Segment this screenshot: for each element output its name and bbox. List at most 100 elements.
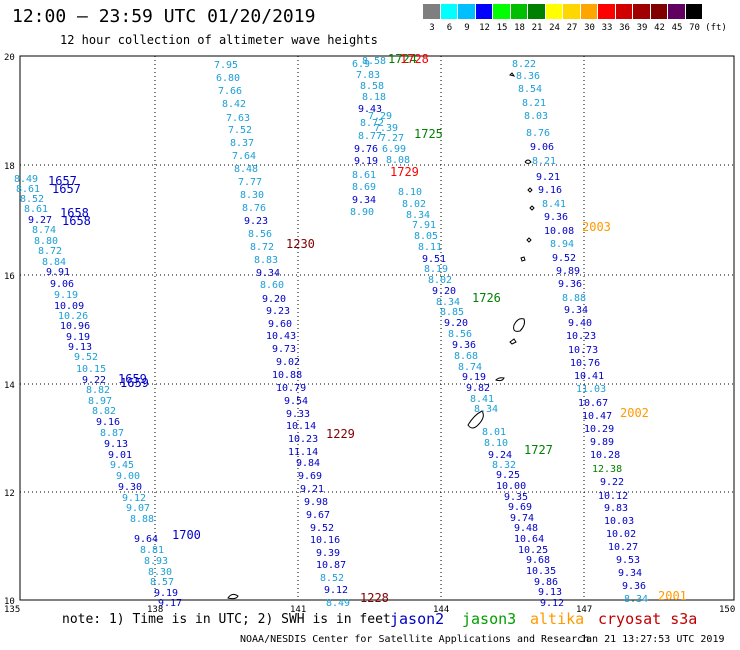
right-track-value: 11.03 [576, 384, 606, 395]
map-subtitle: 12 hour collection of altimeter wave hei… [60, 33, 378, 47]
jason2-track-value: 10.15 [76, 364, 106, 375]
middle-track-value: 7.63 [226, 113, 250, 124]
right-track-value: 9.36 [622, 581, 646, 592]
upper-track-value: 8.90 [350, 207, 374, 218]
middle-track-value: 9.34 [256, 268, 280, 279]
jason2-track-value: 8.30 [148, 567, 172, 578]
jason2-track-value: 10.26 [58, 311, 88, 322]
upper-track-value: 9.86 [534, 577, 558, 588]
swatch-label-36: 36 [619, 23, 630, 33]
jason2-track-value: 8.61 [24, 204, 48, 215]
middle-track-value: 7.52 [228, 125, 252, 136]
upper-track-value: 8.85 [440, 307, 464, 318]
jason2-track-value: 8.74 [32, 225, 56, 236]
middle-track-value: 9.12 [324, 585, 348, 596]
middle-track-value: 8.48 [234, 164, 258, 175]
jason2-track-value: 10.96 [60, 321, 90, 332]
swatch-30 [580, 4, 598, 19]
right-track-value: 10.73 [568, 345, 598, 356]
upper-track-value: 8.10 [484, 438, 508, 449]
swatch-label-3: 3 [429, 23, 435, 33]
upper-track-value: 9.48 [514, 523, 538, 534]
upper-track-value: 9.74 [510, 513, 534, 524]
pass-time-label: 2002 [620, 406, 649, 420]
pass-time-label: 1658 [60, 206, 89, 220]
upper-track-value: 8.58 [362, 56, 386, 67]
upper-track-value: 10.35 [526, 566, 556, 577]
pass-time-label: 1659 [120, 376, 149, 390]
lon-label: 150 [719, 605, 735, 615]
swatch-9 [458, 4, 476, 19]
middle-track-value: 10.23 [288, 434, 318, 445]
upper-track-value: 9.35 [504, 492, 528, 503]
swatch-24 [545, 4, 563, 19]
middle-track-value: 9.60 [268, 319, 292, 330]
swatch-12 [475, 4, 493, 19]
pass-time-label: 1727 [524, 443, 553, 457]
jason2-track-value: 9.16 [96, 417, 120, 428]
pass-time-label: 1659 [118, 372, 147, 386]
upper-track-value: 8.32 [492, 460, 516, 471]
middle-track-value: 10.79 [276, 383, 306, 394]
middle-track-value: 8.76 [242, 203, 266, 214]
lon-label: 141 [290, 605, 306, 615]
pass-time-label: 1700 [172, 528, 201, 542]
pass-time-label: 1724 [388, 52, 417, 66]
upper-track-value: 8.10 [398, 187, 422, 198]
right-track-value: 10.03 [604, 516, 634, 527]
swatch-label-21: 21 [531, 23, 543, 33]
lon-label: 138 [147, 605, 163, 615]
upper-track-value: 8.02 [402, 199, 426, 210]
middle-track-value: 9.20 [262, 294, 286, 305]
jason2-track-value: 8.52 [20, 194, 44, 205]
island-outline [527, 187, 533, 193]
swatch-21 [528, 4, 546, 19]
lat-label: 18 [4, 162, 15, 172]
island-outline [513, 318, 525, 332]
right-track-value: 9.40 [568, 318, 592, 329]
swatch-label-30: 30 [584, 23, 595, 33]
upper-track-value: 9.69 [508, 502, 532, 513]
right-track-value: 8.54 [518, 84, 542, 95]
right-track-value: 12.38 [592, 464, 622, 475]
right-track-value: 9.06 [530, 142, 554, 153]
lon-label: 144 [433, 605, 449, 615]
upper-track-value: 8.69 [352, 182, 376, 193]
jason2-track-value: 8.80 [34, 236, 58, 247]
lat-label: 16 [4, 272, 15, 282]
lon-label: 135 [4, 605, 20, 615]
middle-track-value: 7.95 [214, 60, 238, 71]
map-frame [19, 55, 735, 601]
map-title: 12:00 – 23:59 UTC 01/20/2019 [12, 6, 316, 27]
right-track-value: 8.22 [512, 59, 536, 70]
upper-track-value: 8.34 [406, 210, 430, 221]
lat-label: 14 [4, 381, 15, 391]
pass-time-label: 1657 [52, 182, 81, 196]
sat-legend-cryosat-s3a: cryosat s3a [598, 610, 698, 628]
upper-track-value: 9.19 [462, 372, 486, 383]
right-track-value: 9.21 [536, 172, 560, 183]
upper-track-value: 9.24 [488, 450, 512, 461]
pass-time-label: 1729 [390, 165, 419, 179]
sat-legend-altika: altika [530, 610, 585, 628]
right-track-value: 8.21 [532, 156, 556, 167]
pass-time-label: 2003 [582, 220, 611, 234]
middle-track-value: 8.30 [240, 190, 264, 201]
sat-legend-jason2: jason2 [390, 610, 445, 628]
upper-track-value: 8.01 [482, 427, 506, 438]
jason2-track-value: 9.07 [126, 503, 150, 514]
upper-track-value: 6.9 [352, 59, 370, 70]
swatch-39 [633, 4, 651, 19]
middle-track-value: 9.33 [286, 409, 310, 420]
upper-track-value: 7.91 [412, 220, 436, 231]
middle-track-value: 9.84 [296, 458, 320, 469]
right-track-value: 9.16 [538, 185, 562, 196]
right-track-value: 8.34 [624, 594, 648, 605]
right-track-value: 10.12 [598, 491, 628, 502]
jason2-track-value: 9.52 [74, 352, 98, 363]
upper-track-value: 9.20 [444, 318, 468, 329]
right-track-value: 10.28 [590, 450, 620, 461]
jason2-track-value: 9.19 [154, 588, 178, 599]
upper-track-value: 8.74 [458, 362, 482, 373]
